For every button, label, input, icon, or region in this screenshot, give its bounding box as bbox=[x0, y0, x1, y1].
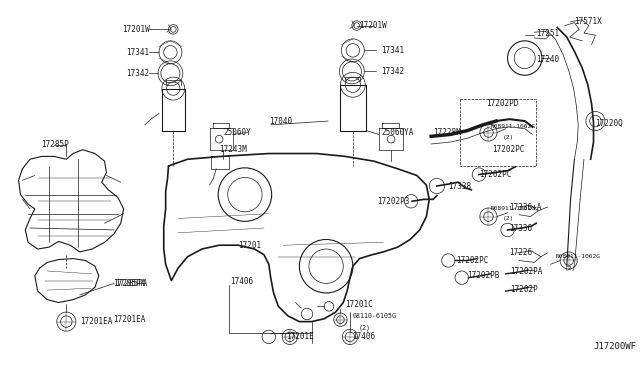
Text: 17338: 17338 bbox=[449, 182, 472, 190]
Text: 17202P3: 17202P3 bbox=[377, 197, 409, 206]
Text: N08911-1062G: N08911-1062G bbox=[490, 206, 536, 211]
Text: 17201EA: 17201EA bbox=[80, 317, 112, 326]
Text: 17202PC: 17202PC bbox=[492, 145, 525, 154]
Text: 17220Q: 17220Q bbox=[595, 118, 623, 128]
Text: 17240: 17240 bbox=[536, 55, 559, 64]
Text: 17202PA: 17202PA bbox=[511, 267, 543, 276]
Text: N08911-1062G: N08911-1062G bbox=[490, 124, 536, 129]
Text: 17202PD: 17202PD bbox=[486, 99, 519, 108]
Text: 17571X: 17571X bbox=[575, 17, 602, 26]
Text: 17285P: 17285P bbox=[42, 141, 69, 150]
Text: 17202PC: 17202PC bbox=[479, 170, 511, 179]
Text: 17202P: 17202P bbox=[511, 285, 538, 294]
Text: 17342: 17342 bbox=[126, 69, 149, 78]
Text: 17406: 17406 bbox=[352, 333, 375, 341]
Text: 25060YA: 25060YA bbox=[381, 128, 414, 137]
Text: 17336+A: 17336+A bbox=[509, 202, 542, 212]
Text: 17201C: 17201C bbox=[345, 300, 373, 309]
Text: 17243M: 17243M bbox=[219, 145, 247, 154]
Text: 17202PB: 17202PB bbox=[467, 271, 500, 280]
Text: 08110-6105G: 08110-6105G bbox=[353, 313, 397, 319]
Text: 17285PA: 17285PA bbox=[113, 279, 145, 288]
Text: J17200WF: J17200WF bbox=[593, 342, 637, 351]
Text: 17406: 17406 bbox=[230, 277, 253, 286]
Text: 17226: 17226 bbox=[509, 248, 532, 257]
Text: 17201EA: 17201EA bbox=[113, 315, 145, 324]
Text: 17342: 17342 bbox=[381, 67, 404, 76]
Text: (2): (2) bbox=[565, 266, 576, 271]
Text: 17336: 17336 bbox=[509, 224, 532, 232]
Text: (2): (2) bbox=[503, 135, 514, 140]
Text: 17201E: 17201E bbox=[286, 333, 314, 341]
Text: 17341: 17341 bbox=[126, 48, 149, 57]
Text: 17201W: 17201W bbox=[360, 21, 387, 30]
Text: N08911-1062G: N08911-1062G bbox=[556, 254, 600, 259]
Text: 17228M: 17228M bbox=[433, 128, 461, 137]
Text: 17285PA: 17285PA bbox=[115, 279, 147, 288]
Text: (2): (2) bbox=[503, 216, 514, 221]
Text: 17040: 17040 bbox=[269, 116, 292, 126]
Text: 17201W: 17201W bbox=[122, 25, 149, 34]
Text: 25060Y: 25060Y bbox=[223, 128, 251, 137]
Text: 17341: 17341 bbox=[381, 46, 404, 55]
Text: 17251: 17251 bbox=[536, 29, 559, 38]
Text: 17202PC: 17202PC bbox=[456, 256, 488, 265]
Text: (2): (2) bbox=[358, 324, 371, 331]
Text: 17201: 17201 bbox=[238, 241, 261, 250]
